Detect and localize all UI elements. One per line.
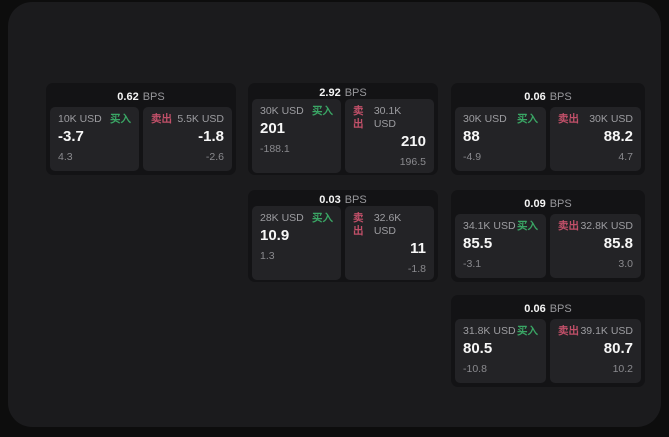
- buy-delta: -3.1: [463, 258, 482, 270]
- main-panel: 0.62 BPS 10K USD 买入 -3.7 4.3 卖出 5.5K USD…: [8, 2, 661, 427]
- quote-card: 0.03 BPS 28K USD 买入 10.9 1.3 卖出 32.6K US…: [248, 190, 438, 282]
- buy-panel[interactable]: 30K USD 买入 201 -188.1: [252, 99, 341, 173]
- buy-delta: -4.9: [463, 151, 482, 163]
- buy-tag: 买入: [312, 212, 333, 224]
- sell-tag: 卖出: [353, 212, 364, 237]
- sell-size-label: 5.5K USD: [177, 113, 224, 125]
- sell-delta: 10.2: [612, 363, 633, 375]
- quote-card: 0.62 BPS 10K USD 买入 -3.7 4.3 卖出 5.5K USD…: [46, 83, 236, 175]
- sell-price: 80.7: [603, 340, 633, 357]
- sell-delta: 3.0: [618, 258, 633, 270]
- bps-unit-label: BPS: [549, 303, 572, 315]
- bps-header: 0.09 BPS: [455, 194, 641, 214]
- sell-price: 88.2: [603, 128, 633, 145]
- sell-delta: -1.8: [407, 263, 426, 275]
- bps-header: 0.06 BPS: [455, 299, 641, 319]
- bps-unit-label: BPS: [344, 194, 367, 206]
- buy-delta: 1.3: [260, 250, 275, 262]
- buy-tag: 买入: [517, 325, 538, 337]
- buy-size-label: 30K USD: [463, 113, 507, 125]
- buy-price: 10.9: [260, 227, 290, 244]
- sell-tag: 卖出: [353, 105, 364, 130]
- sell-size-label: 32.8K USD: [580, 220, 633, 232]
- buy-tag: 买入: [517, 220, 538, 232]
- sell-tag: 卖出: [558, 325, 579, 337]
- sell-price: 85.8: [603, 235, 633, 252]
- sell-size-label: 30.1K USD: [373, 105, 402, 130]
- buy-size-label: 28K USD: [260, 212, 304, 224]
- buy-size-label: 34.1K USD: [463, 220, 516, 232]
- bps-unit-label: BPS: [142, 91, 165, 103]
- buy-delta: -188.1: [260, 143, 290, 155]
- buy-panel[interactable]: 31.8K USD 买入 80.5 -10.8: [455, 319, 546, 383]
- buy-tag: 买入: [110, 113, 131, 125]
- bps-value: 0.06: [524, 91, 546, 103]
- buy-delta: 4.3: [58, 151, 73, 163]
- buy-panel[interactable]: 30K USD 买入 88 -4.9: [455, 107, 546, 171]
- quote-card: 0.09 BPS 34.1K USD 买入 85.5 -3.1 卖出 32.8K…: [451, 190, 645, 282]
- sell-price: 210: [400, 133, 426, 150]
- buy-price: -3.7: [58, 128, 84, 145]
- buy-panel[interactable]: 10K USD 买入 -3.7 4.3: [50, 107, 139, 171]
- buy-tag: 买入: [312, 105, 333, 117]
- bps-header: 0.62 BPS: [50, 87, 232, 107]
- bps-value: 0.06: [524, 303, 546, 315]
- buy-price: 85.5: [463, 235, 493, 252]
- sell-delta: -2.6: [205, 151, 224, 163]
- sell-panel[interactable]: 卖出 30K USD 88.2 4.7: [550, 107, 641, 171]
- buy-panel[interactable]: 34.1K USD 买入 85.5 -3.1: [455, 214, 546, 278]
- sell-tag: 卖出: [151, 113, 172, 125]
- sell-panel[interactable]: 卖出 32.6K USD 11 -1.8: [345, 206, 434, 280]
- sell-price: -1.8: [198, 128, 224, 145]
- bps-value: 2.92: [319, 87, 341, 99]
- sell-price: 11: [410, 240, 426, 257]
- bps-value: 0.09: [524, 198, 546, 210]
- sell-tag: 卖出: [558, 220, 579, 232]
- buy-size-label: 30K USD: [260, 105, 304, 117]
- buy-delta: -10.8: [463, 363, 487, 375]
- bps-unit-label: BPS: [344, 87, 367, 99]
- sell-panel[interactable]: 卖出 32.8K USD 85.8 3.0: [550, 214, 641, 278]
- bps-unit-label: BPS: [549, 91, 572, 103]
- bps-header: 0.03 BPS: [252, 194, 434, 206]
- bps-unit-label: BPS: [549, 198, 572, 210]
- bps-header: 0.06 BPS: [455, 87, 641, 107]
- buy-size-label: 10K USD: [58, 113, 102, 125]
- sell-delta: 4.7: [618, 151, 633, 163]
- sell-tag: 卖出: [558, 113, 579, 125]
- sell-size-label: 39.1K USD: [580, 325, 633, 337]
- bps-value: 0.03: [319, 194, 341, 206]
- bps-value: 0.62: [117, 91, 139, 103]
- buy-panel[interactable]: 28K USD 买入 10.9 1.3: [252, 206, 341, 280]
- buy-price: 80.5: [463, 340, 493, 357]
- quote-card: 2.92 BPS 30K USD 买入 201 -188.1 卖出 30.1K …: [248, 83, 438, 175]
- buy-size-label: 31.8K USD: [463, 325, 516, 337]
- quote-card: 0.06 BPS 31.8K USD 买入 80.5 -10.8 卖出 39.1…: [451, 295, 645, 387]
- sell-delta: 196.5: [399, 156, 426, 168]
- buy-price: 201: [260, 120, 286, 137]
- buy-price: 88: [463, 128, 480, 145]
- buy-tag: 买入: [517, 113, 538, 125]
- sell-size-label: 32.6K USD: [373, 212, 402, 237]
- sell-panel[interactable]: 卖出 30.1K USD 210 196.5: [345, 99, 434, 173]
- quote-card: 0.06 BPS 30K USD 买入 88 -4.9 卖出 30K USD 8…: [451, 83, 645, 175]
- sell-panel[interactable]: 卖出 39.1K USD 80.7 10.2: [550, 319, 641, 383]
- sell-size-label: 30K USD: [589, 113, 633, 125]
- sell-panel[interactable]: 卖出 5.5K USD -1.8 -2.6: [143, 107, 232, 171]
- bps-header: 2.92 BPS: [252, 87, 434, 99]
